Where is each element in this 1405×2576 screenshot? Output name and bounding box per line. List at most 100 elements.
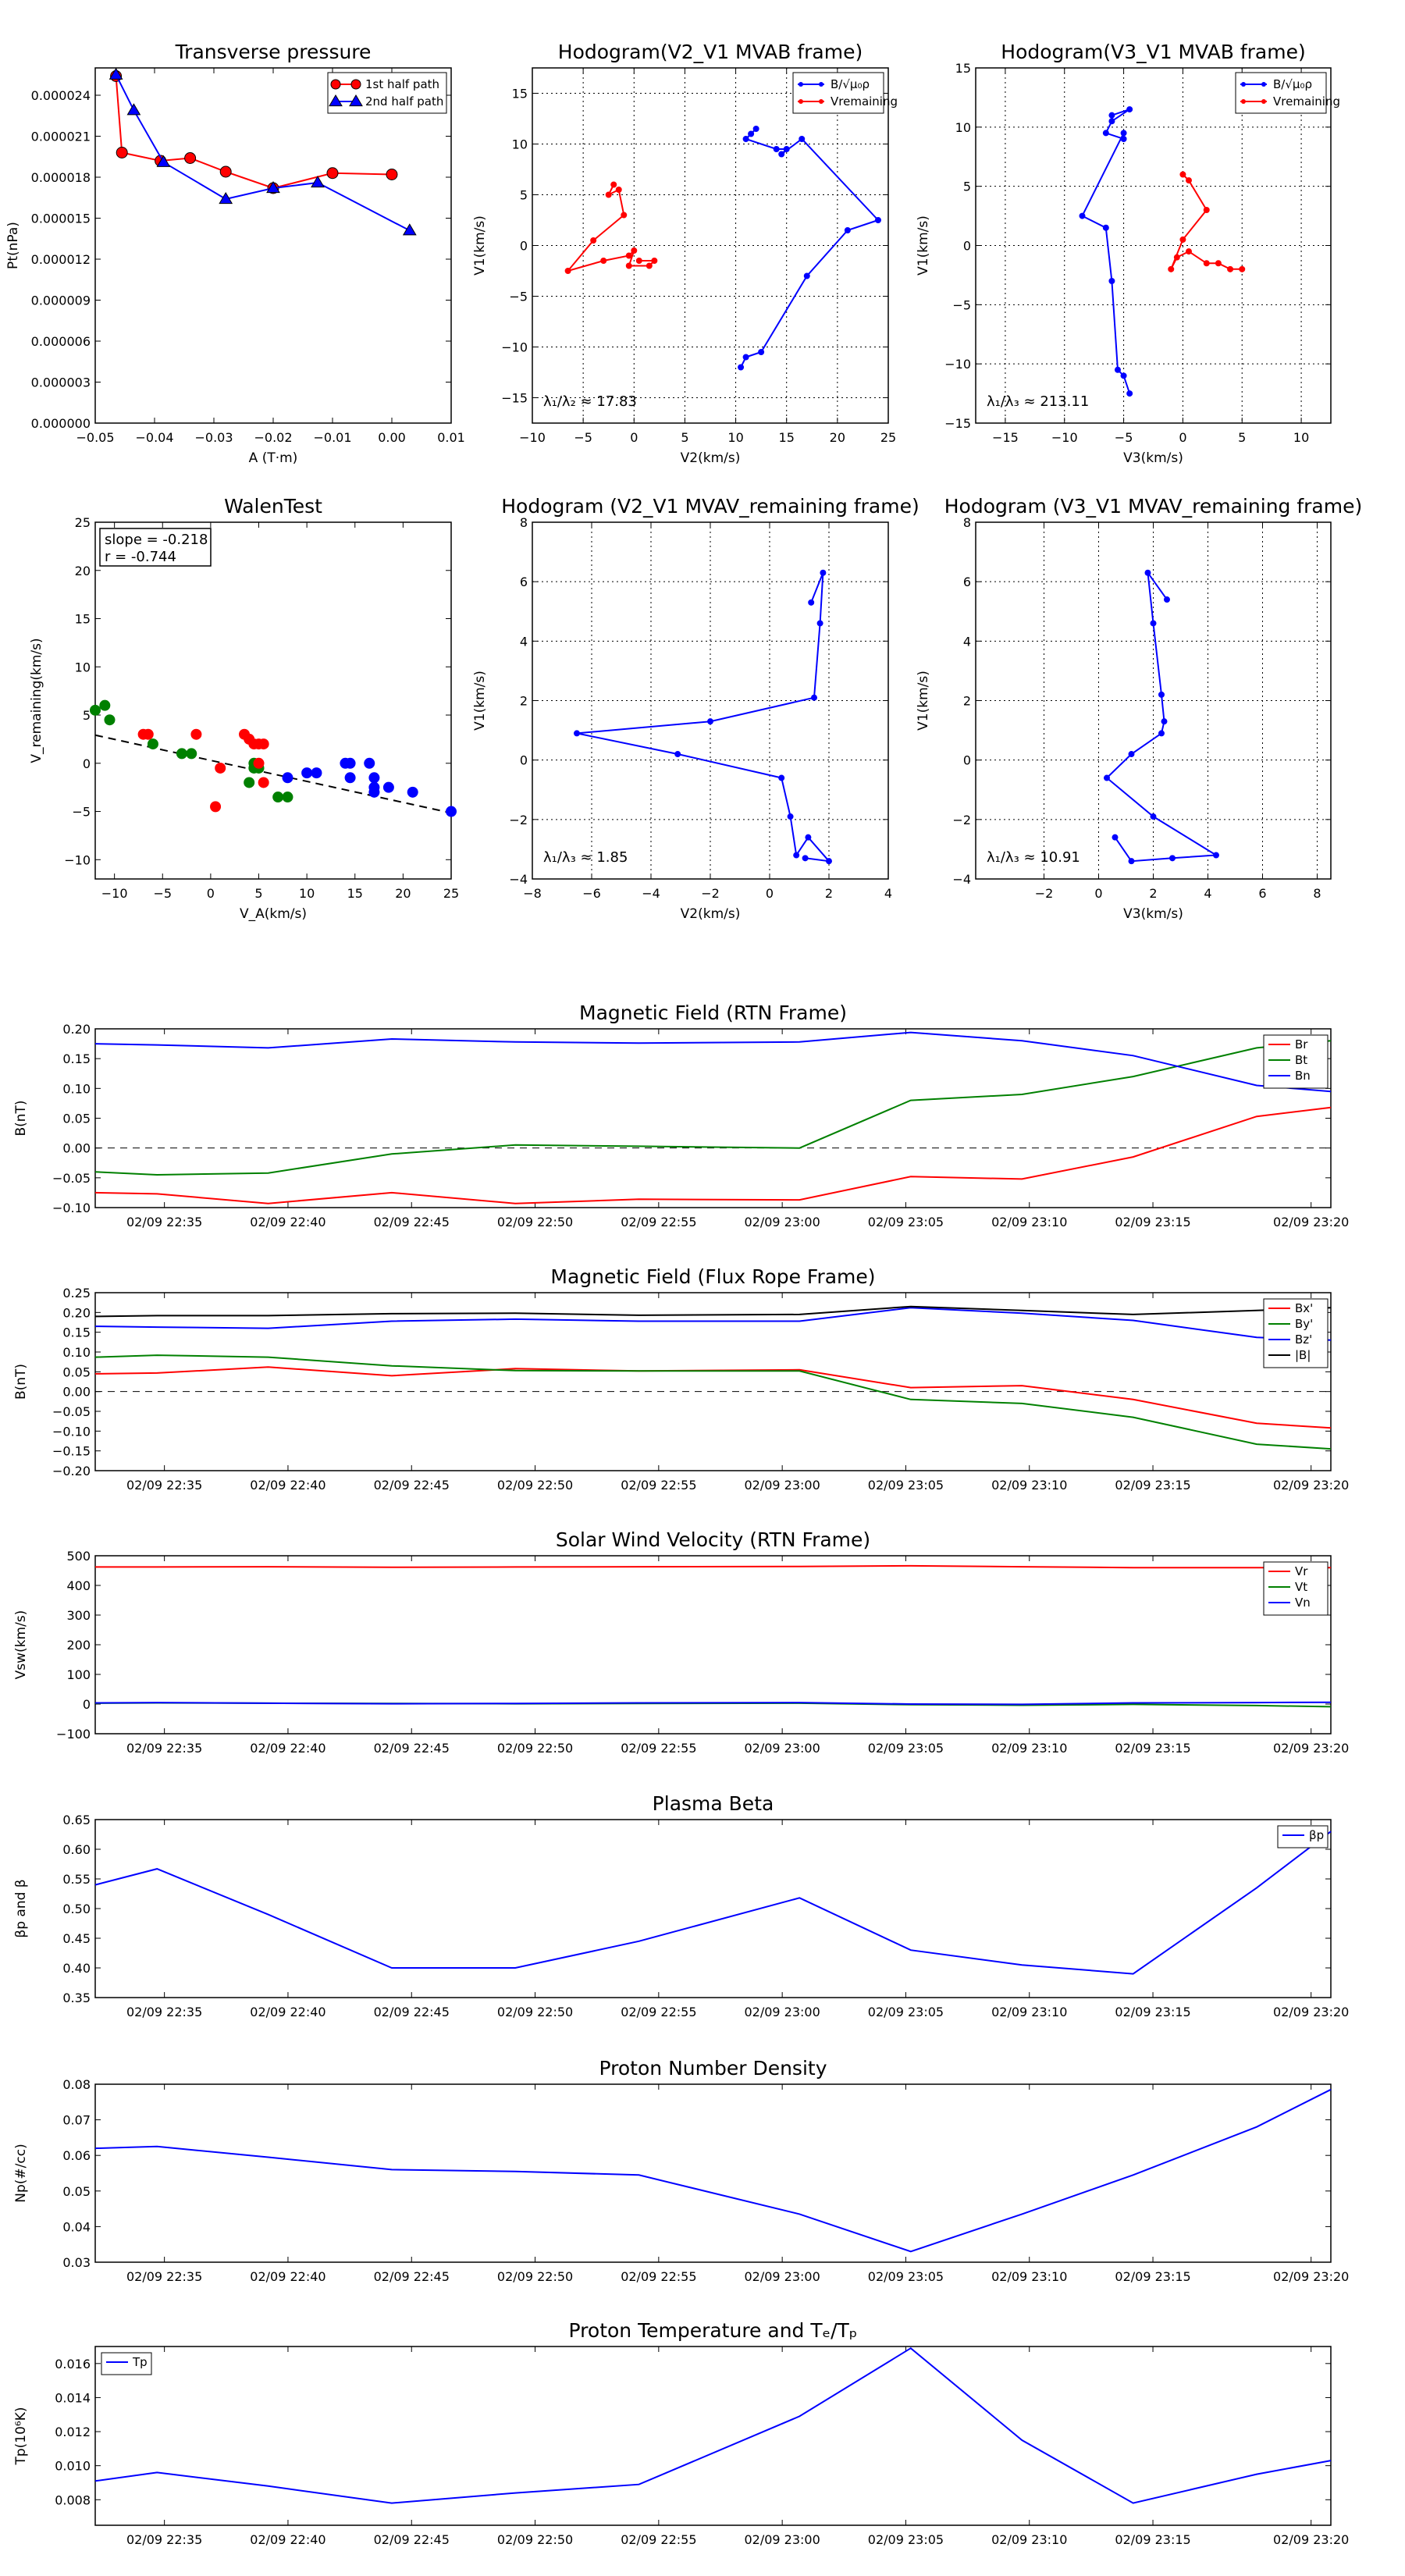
x-tick-label: 02/09 23:20 [1273, 2532, 1349, 2547]
y-tick-label: −5 [72, 805, 91, 820]
data-point [742, 354, 749, 361]
data-point [799, 136, 806, 142]
series-line [1170, 173, 1243, 270]
plot-frame [94, 521, 452, 880]
data-point [1179, 171, 1186, 178]
x-tick-label: 02/09 22:50 [497, 1478, 573, 1493]
series-line [94, 1307, 1332, 1341]
data-point [1112, 834, 1119, 841]
y-tick-label: 0.15 [62, 1051, 91, 1066]
data-point [674, 751, 681, 758]
x-tick-label: 2 [1149, 886, 1157, 901]
legend-label: B/√μ₀ρ [831, 77, 870, 91]
y-tick-label: 15 [512, 87, 528, 101]
x-tick-label: 02/09 22:55 [621, 2269, 696, 2284]
x-tick-label: −5 [1115, 430, 1133, 445]
legend-label: Bt [1295, 1053, 1307, 1067]
x-tick-label: 02/09 23:05 [868, 2005, 944, 2019]
x-tick-label: 02/09 23:00 [744, 2532, 820, 2547]
y-tick-label: 6 [520, 575, 528, 589]
x-tick-label: −10 [1051, 430, 1078, 445]
data-point [1108, 118, 1115, 125]
y-tick-label: 0 [963, 753, 971, 768]
y-tick-label: 0.06 [62, 2148, 91, 2163]
data-point [1213, 852, 1219, 859]
x-tick-label: 02/09 23:05 [868, 2269, 944, 2284]
data-point [844, 227, 851, 233]
legend-marker [350, 79, 361, 90]
plot-frame [94, 1819, 1332, 1998]
y-tick-label: −2 [952, 813, 971, 827]
data-point [311, 767, 322, 779]
data-point [752, 126, 759, 132]
x-axis-label: V2(km/s) [681, 450, 741, 466]
x-tick-label: 0 [766, 886, 774, 901]
y-tick-label: 0.10 [62, 1345, 91, 1360]
legend-marker [1241, 82, 1246, 87]
data-point [1108, 112, 1115, 119]
chart-np: Proton Number Density 0.03 0.04 0.05 0.06 0.0… [13, 2057, 1349, 2284]
series-line [1105, 570, 1219, 863]
series-line [94, 1354, 1332, 1450]
y-tick-label: 0.05 [62, 1112, 91, 1126]
x-tick-label: −6 [582, 886, 601, 901]
x-tick-label: 4 [884, 886, 892, 901]
data-point [104, 714, 116, 726]
data-point [116, 147, 128, 158]
chart-title: Transverse pressure [175, 41, 372, 63]
y-tick-label: 0.55 [62, 1872, 91, 1887]
chart-title: Plasma Beta [653, 1792, 774, 1815]
y-tick-label: 0.016 [55, 2357, 91, 2371]
y-tick-label: 0.04 [62, 2219, 91, 2234]
x-tick-label: 02/09 22:45 [374, 2269, 450, 2284]
x-tick-label: 02/09 23:20 [1273, 1741, 1349, 1756]
legend-group: Tp [101, 2352, 152, 2375]
data-point [1115, 366, 1121, 373]
data-point [156, 155, 171, 167]
data-point [1215, 260, 1222, 267]
x-tick-label: 02/09 22:55 [621, 1478, 696, 1493]
data-point [126, 103, 141, 116]
x-tick-label: 02/09 22:50 [497, 2532, 573, 2547]
data-point [344, 757, 356, 769]
series-line [94, 1701, 1332, 1706]
x-tick-label: 02/09 23:15 [1115, 2005, 1190, 2019]
data-point [615, 187, 622, 193]
legend-label: 2nd half path [365, 94, 443, 109]
data-point [805, 834, 812, 841]
x-tick-label: 5 [681, 430, 688, 445]
legend-label: 1st half path [365, 77, 439, 91]
x-tick-label: 02/09 22:55 [621, 1741, 696, 1756]
data-point [742, 136, 749, 142]
data-point [1169, 855, 1176, 862]
y-tick-label: −100 [56, 1727, 91, 1742]
data-point [1126, 390, 1133, 397]
legend-group: Bx' By'Bz'|B| [1263, 1298, 1329, 1368]
y-tick-label: 8 [520, 515, 528, 530]
data-point [99, 699, 111, 711]
ratio-annotation: λ₁/λ₃ ≈ 213.11 [987, 393, 1089, 410]
data-point [1108, 278, 1115, 284]
y-tick-label: 0.45 [62, 1931, 91, 1946]
x-axis-label: V3(km/s) [1123, 906, 1183, 922]
data-point [820, 569, 827, 576]
legend-label: Bn [1295, 1069, 1311, 1083]
y-tick-label: −5 [952, 297, 971, 312]
y-tick-label: −10 [64, 852, 91, 867]
legend-group: βp [1277, 1825, 1329, 1848]
x-tick-label: 02/09 22:50 [497, 1741, 573, 1756]
data-point [402, 223, 417, 236]
y-tick-label: 100 [66, 1667, 91, 1682]
y-tick-label: 15 [955, 61, 971, 76]
x-tick-label: −8 [523, 886, 542, 901]
x-axis-label: V_A(km/s) [240, 906, 307, 922]
data-point [1227, 265, 1234, 272]
y-tick-label: 0.00 [62, 1141, 91, 1156]
y-tick-label: −5 [509, 290, 528, 304]
y-tick-label: 0.00 [62, 1385, 91, 1400]
x-tick-label: 02/09 22:55 [621, 1215, 696, 1229]
x-tick-label: 02/09 23:10 [991, 2005, 1067, 2019]
x-tick-label: −2 [701, 886, 720, 901]
x-tick-label: −4 [642, 886, 660, 901]
